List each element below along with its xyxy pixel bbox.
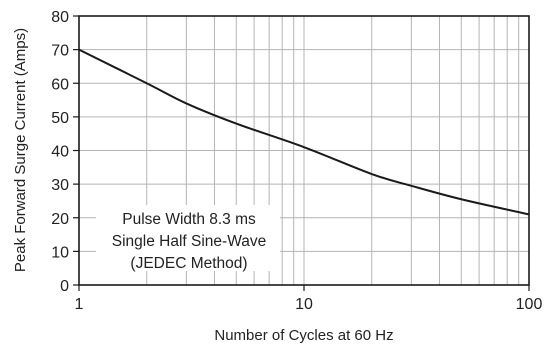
x-tick-label: 1 [75,296,84,313]
y-tick-label: 0 [60,278,69,295]
annotation-line-3: (JEDEC Method) [130,255,247,272]
annotation-line-2: Single Half Sine-Wave [112,233,267,250]
x-tick-labels: 1 10 100 [75,285,543,313]
series-layer [78,48,530,216]
y-tick-label: 80 [51,9,69,26]
y-tick-label: 70 [51,43,69,60]
annotation-layer: Pulse Width 8.3 ms Single Half Sine-Wave… [96,205,280,272]
y-tick-label: 30 [51,177,69,194]
x-axis-label: Number of Cycles at 60 Hz [214,327,393,344]
x-tick-label: 100 [516,296,543,313]
y-tick-label: 40 [51,144,69,161]
annotation-line-1: Pulse Width 8.3 ms [122,211,256,228]
y-tick-label: 60 [51,76,69,93]
y-tick-label: 10 [51,244,69,261]
series-line [78,48,530,216]
y-tick-label: 20 [51,211,69,228]
y-tick-label: 50 [51,110,69,127]
x-tick-label: 10 [295,296,313,313]
y-axis-label: Peak Forward Surge Current (Amps) [12,28,29,272]
annotation-background [96,205,280,271]
y-tick-labels: 0 10 20 30 40 50 60 70 80 [51,9,79,295]
grid-layer [79,16,529,285]
